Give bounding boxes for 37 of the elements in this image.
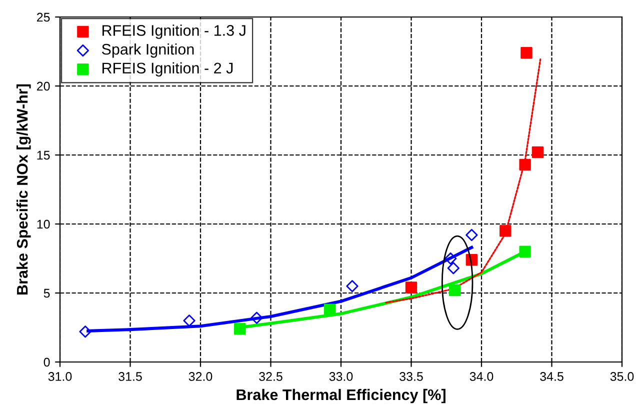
point: [234, 323, 246, 335]
y-tick-label: 25: [37, 12, 50, 22]
y-tick-label: 0: [44, 358, 50, 367]
point: [532, 146, 544, 158]
point: [444, 252, 457, 265]
y-tick-label: 5: [44, 288, 50, 298]
y-tick-label: 15: [37, 150, 50, 160]
x-tick-label: 32.5: [259, 372, 282, 381]
x-tick-label: 33.5: [400, 372, 423, 381]
x-tick-label: 33.0: [329, 372, 353, 381]
point: [519, 246, 531, 258]
point: [79, 326, 92, 338]
y-tick-label: 10: [37, 220, 50, 229]
x-tick-label: 34.0: [470, 372, 494, 381]
x-tick-label: 34.5: [540, 372, 564, 381]
x-tick-label: 35.0: [610, 372, 634, 381]
legend-label: RFEIS Ignition - 2 J: [102, 62, 233, 77]
x-tick-label: 31.5: [118, 372, 142, 381]
y-axis-title: Brake Specific NOx [g/kW-hr]: [16, 84, 31, 294]
point: [447, 262, 460, 274]
point: [519, 158, 531, 171]
legend-label: Spark Ignition: [102, 43, 194, 58]
point: [324, 304, 336, 316]
y-tick-label: 20: [37, 82, 50, 91]
point: [500, 225, 512, 237]
point: [520, 47, 532, 59]
point: [250, 312, 263, 324]
legend-label: RFEIS Ignition - 1.3 J: [102, 24, 246, 39]
point: [346, 280, 358, 292]
x-tick-label: 31.0: [48, 372, 72, 381]
x-axis-title: Brake Thermal Efficiency [%]: [236, 388, 446, 404]
x-tick-label: 32.0: [188, 372, 212, 381]
line-series: [385, 58, 542, 304]
point: [183, 314, 196, 327]
point: [405, 282, 418, 294]
point: [448, 284, 461, 296]
point: [466, 228, 478, 242]
